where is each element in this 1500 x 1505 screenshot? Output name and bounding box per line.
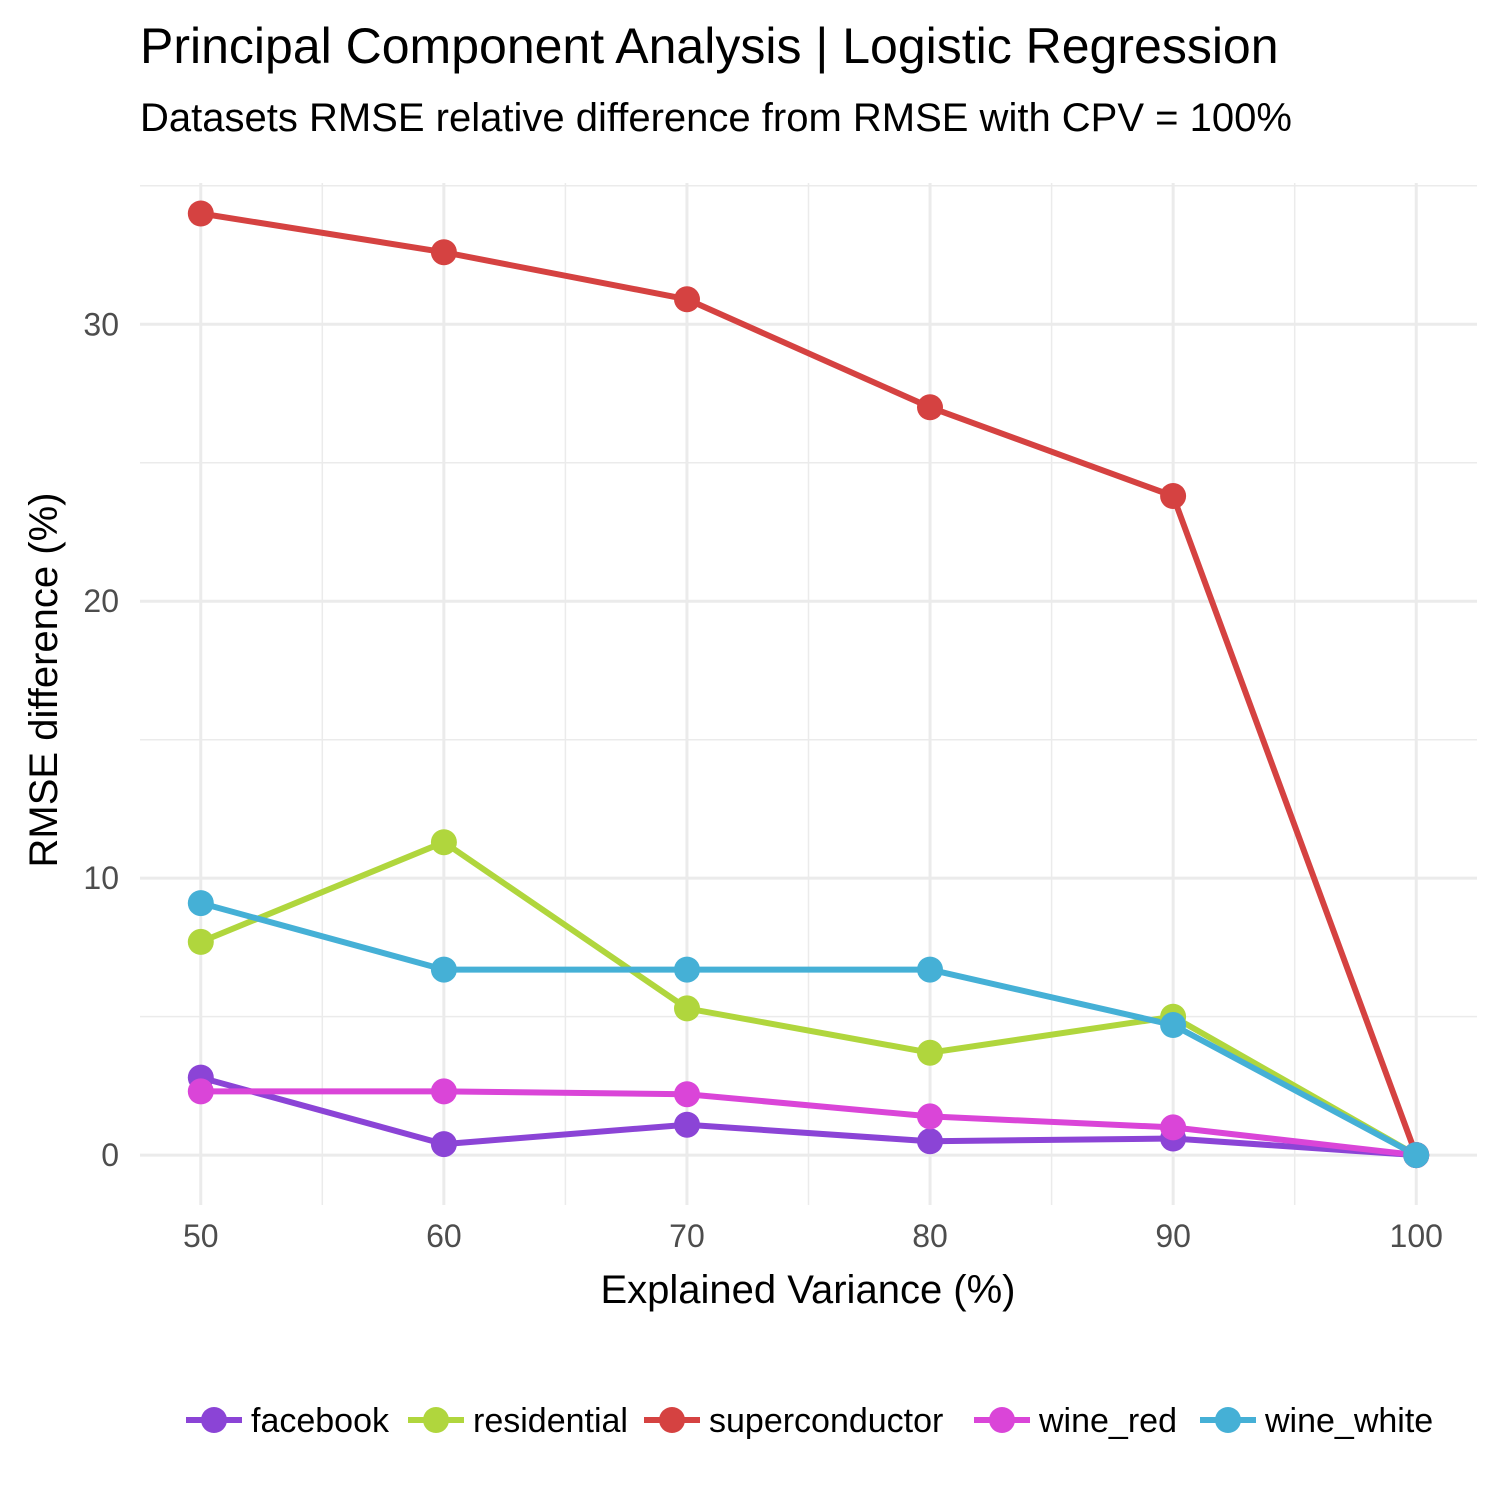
y-tick-label: 30 <box>83 306 119 342</box>
data-point-facebook <box>917 1128 943 1155</box>
legend-item-wine_white: wine_white <box>1200 1402 1433 1440</box>
x-tick-label: 70 <box>669 1218 705 1254</box>
data-point-superconductor <box>1160 483 1187 509</box>
chart-subtitle: Datasets RMSE relative difference from R… <box>140 96 1292 140</box>
data-point-superconductor <box>430 239 457 266</box>
x-axis-title: Explained Variance (%) <box>600 1268 1015 1312</box>
y-tick-label: 10 <box>83 860 119 896</box>
legend-marker <box>423 1407 449 1433</box>
data-point-wine_white <box>1160 1012 1187 1038</box>
data-point-wine_red <box>187 1078 214 1105</box>
data-point-wine_white <box>917 956 943 983</box>
legend-item-residential: residential <box>408 1402 628 1440</box>
legend: facebook residential superconductor wine_re… <box>186 1402 1433 1440</box>
series-line-wine_red <box>197 1088 1420 1159</box>
series-lines <box>197 210 1420 1159</box>
x-tick-label: 80 <box>912 1218 948 1254</box>
x-tick-label: 90 <box>1155 1218 1191 1254</box>
data-point-residential <box>674 995 700 1022</box>
legend-marker <box>1215 1407 1241 1433</box>
legend-item-facebook: facebook <box>186 1402 390 1440</box>
x-tick-label: 60 <box>426 1218 462 1254</box>
legend-label: superconductor <box>709 1402 943 1440</box>
data-point-superconductor <box>187 200 214 227</box>
data-point-wine_red <box>674 1081 700 1108</box>
data-point-wine_white <box>187 890 214 917</box>
data-point-wine_white <box>1403 1142 1430 1169</box>
series-line-superconductor <box>197 210 1420 1159</box>
data-point-superconductor <box>674 286 700 313</box>
legend-marker <box>201 1407 227 1433</box>
axis-ticks: 50 60 70 80 90 100 0 10 20 30 <box>83 306 1443 1254</box>
legend-label: wine_white <box>1264 1402 1433 1440</box>
data-point-wine_white <box>674 956 700 983</box>
data-point-wine_red <box>1160 1114 1187 1141</box>
series-line-wine_white <box>197 900 1420 1159</box>
y-tick-label: 0 <box>101 1137 119 1173</box>
series-line-facebook <box>197 1074 1420 1159</box>
legend-item-wine_red: wine_red <box>974 1402 1177 1440</box>
data-point-residential <box>187 928 214 955</box>
legend-label: facebook <box>251 1402 390 1440</box>
data-point-superconductor <box>917 394 943 421</box>
y-axis-title: RMSE difference (%) <box>22 493 66 868</box>
grid <box>140 183 1477 1205</box>
legend-marker <box>659 1407 685 1433</box>
data-point-facebook <box>674 1111 700 1138</box>
data-points <box>187 200 1430 1169</box>
data-point-residential <box>917 1039 943 1066</box>
legend-item-superconductor: superconductor <box>644 1402 943 1440</box>
data-point-residential <box>430 829 457 856</box>
x-tick-label: 100 <box>1390 1218 1443 1254</box>
data-point-wine_white <box>430 956 457 983</box>
legend-marker <box>989 1407 1015 1433</box>
data-point-facebook <box>430 1131 457 1158</box>
data-point-wine_red <box>430 1078 457 1105</box>
data-point-wine_red <box>917 1103 943 1130</box>
series-line-residential <box>197 839 1420 1159</box>
x-tick-label: 50 <box>183 1218 219 1254</box>
y-tick-label: 20 <box>83 583 119 619</box>
legend-label: residential <box>473 1402 628 1440</box>
chart-title: Principal Component Analysis | Logistic … <box>140 18 1279 74</box>
legend-label: wine_red <box>1038 1402 1177 1440</box>
